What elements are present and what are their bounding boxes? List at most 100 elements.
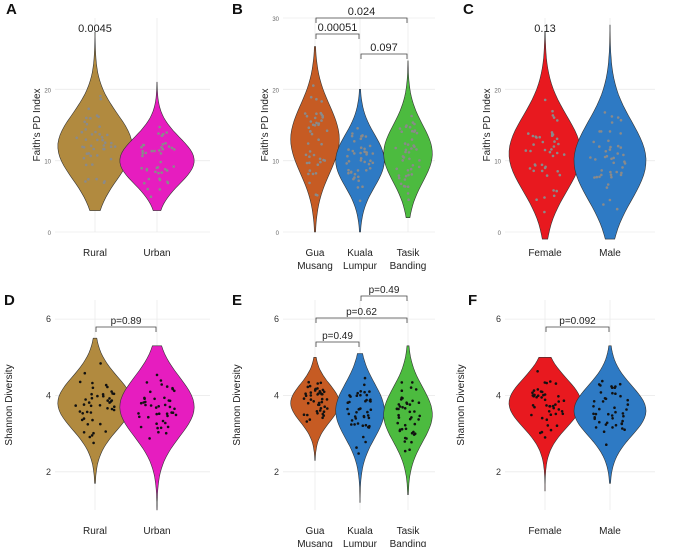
data-point [113,145,117,148]
data-point [612,156,615,160]
y-axis-label: Shannon Diversity [232,364,243,445]
data-point [108,397,111,400]
data-point [365,153,368,156]
data-point [101,138,104,142]
data-point [543,436,547,439]
data-point [106,407,109,410]
data-point [319,381,323,385]
data-point [397,416,401,419]
x-tick-label: Male [599,526,621,537]
data-point [618,382,622,386]
data-point [173,148,176,151]
data-point [311,172,315,176]
data-point [149,390,152,394]
data-point [592,412,595,416]
data-point [413,129,417,132]
data-point [312,400,316,403]
data-point [325,398,329,401]
data-point [307,126,311,129]
data-point [173,407,176,411]
data-point [88,435,92,439]
data-point [615,207,619,211]
data-point [153,397,156,401]
y-tick-label: 0 [498,231,502,237]
data-point [607,412,610,416]
significance-bracket [545,326,610,332]
data-point [560,410,564,413]
data-point [611,426,614,429]
data-point [609,173,613,176]
data-point [112,392,116,396]
x-tick-label: Banding [390,539,427,547]
data-point [325,129,329,132]
data-point [110,141,113,145]
data-point [354,417,358,420]
data-point [543,381,547,384]
data-point [305,114,309,118]
data-point [355,446,358,449]
data-point [302,397,306,400]
violin-E-1 [335,353,385,503]
data-point [551,133,555,136]
data-point [323,405,327,409]
data-point [622,153,625,157]
data-point [103,180,106,183]
data-point [414,388,418,391]
violin-F-1 [573,345,647,484]
data-point [621,419,624,423]
x-tick-label: Tasik [397,526,421,537]
data-point [603,111,607,114]
y-tick-label: 20 [494,88,501,94]
data-point [364,440,367,444]
data-point [603,155,607,159]
data-point [322,158,325,162]
data-point [616,152,619,155]
data-point [362,414,366,418]
data-point [551,114,555,117]
data-point [403,407,407,410]
violin-E-2 [383,345,433,495]
data-point [164,431,168,435]
data-point [89,411,93,414]
data-point [528,167,532,170]
data-point [97,115,100,119]
data-point [99,362,102,365]
data-point [347,171,350,175]
data-point [313,116,317,120]
data-point [84,128,87,131]
data-point [353,140,356,143]
data-point [611,417,614,420]
data-point [532,143,535,146]
data-point [402,184,406,188]
data-point [316,163,320,166]
data-point [619,118,623,122]
data-point [308,181,311,185]
y-axis-label: Faith's PD Index [260,88,271,161]
data-point [546,424,550,427]
data-point [540,416,544,420]
y-tick-label: 6 [46,314,51,324]
data-point [106,399,109,402]
data-point [351,149,355,153]
data-point [141,152,144,155]
data-point [75,136,78,140]
data-point [608,148,612,151]
data-point [547,410,551,413]
data-point [535,198,538,201]
data-point [158,177,161,181]
data-point [166,414,169,418]
significance-bracket [315,341,360,347]
data-point [160,134,164,137]
data-point [405,401,408,405]
data-point [592,140,595,144]
data-point [411,164,415,167]
data-point [408,157,411,161]
data-point [406,169,410,172]
data-point [149,195,153,198]
data-point [308,418,312,421]
data-point [143,181,146,185]
data-point [160,146,163,149]
data-point [367,416,371,420]
data-point [550,131,554,134]
data-point [90,396,94,400]
